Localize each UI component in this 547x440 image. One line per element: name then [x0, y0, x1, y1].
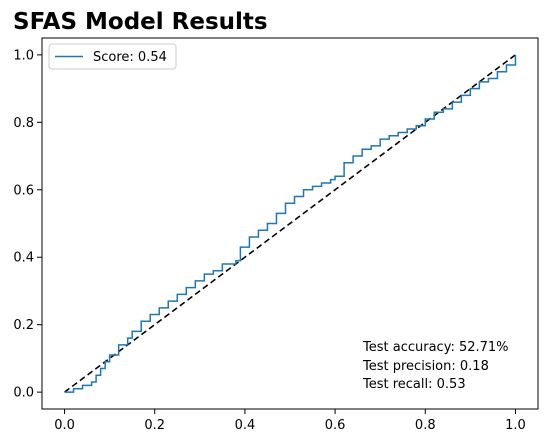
- x-tick-label: 0.8: [415, 418, 436, 433]
- plot-area: [41, 37, 539, 410]
- chart-title: SFAS Model Results: [13, 9, 268, 35]
- y-tick-label: 0.8: [13, 116, 34, 131]
- y-tick-label: 0.2: [13, 318, 34, 333]
- annotations: Test accuracy: 52.71% Test precision: 0.…: [362, 340, 509, 392]
- legend-box: [48, 43, 177, 70]
- x-tick-label: 0.0: [54, 418, 75, 433]
- y-tick-label: 1.0: [13, 48, 34, 63]
- annotation-recall: Test recall: 0.53: [362, 377, 466, 392]
- x-tick-label: 0.2: [144, 418, 165, 433]
- legend-label-score: Score: 0.54: [93, 50, 167, 65]
- y-tick-label: 0.4: [13, 251, 34, 266]
- x-tick-label: 1.0: [505, 418, 526, 433]
- y-tick-label: 0.0: [13, 386, 34, 401]
- x-tick-label: 0.6: [325, 418, 346, 433]
- y-tick-label: 0.6: [13, 183, 34, 198]
- x-axis: 0.0 0.2 0.4 0.6 0.8 1.0: [54, 409, 526, 433]
- plot-frame: [41, 37, 539, 410]
- x-tick-label: 0.4: [235, 418, 256, 433]
- y-axis: 0.0 0.2 0.4 0.6 0.8 1.0: [13, 48, 42, 401]
- legend: Score: 0.54: [48, 43, 177, 70]
- reference-diagonal-line: [64, 54, 516, 393]
- annotation-precision: Test precision: 0.18: [362, 359, 489, 374]
- series-line-score: [64, 54, 517, 393]
- annotation-accuracy: Test accuracy: 52.71%: [362, 340, 509, 355]
